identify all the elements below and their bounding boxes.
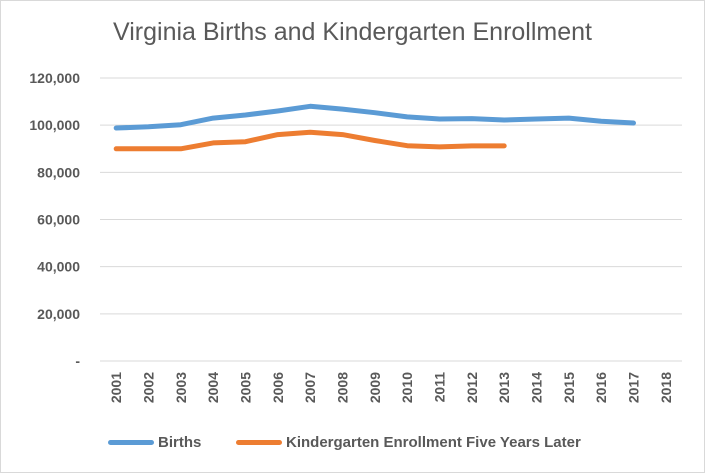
x-axis-ticks: 2001 2002 2003 2004 2005 2006 2007 2008 2009 2010… [108, 372, 674, 403]
x-tick-label: 2015 [561, 372, 577, 403]
legend-item-births: Births [108, 430, 201, 454]
y-tick-label: 80,000 [37, 164, 80, 180]
x-tick-label: 2010 [399, 372, 415, 403]
y-tick-label: 40,000 [37, 259, 80, 275]
x-tick-label: 2002 [141, 372, 157, 403]
x-tick-label: 2018 [658, 372, 674, 403]
x-tick-label: 2009 [367, 372, 383, 403]
legend-label-births: Births [158, 433, 202, 451]
y-axis-ticks: - 20,000 40,000 60,000 80,000 100,000 120,000 [29, 70, 80, 369]
x-tick-label: 2014 [529, 372, 545, 403]
x-tick-label: 2012 [464, 372, 480, 403]
chart-title: Virginia Births and Kindergarten Enrollm… [113, 18, 592, 46]
x-tick-label: 2013 [496, 372, 512, 403]
series-line-kindergarten [113, 129, 507, 152]
x-tick-label: 2011 [432, 372, 448, 403]
x-tick-label: 2007 [302, 372, 318, 403]
x-tick-label: 2017 [626, 372, 642, 403]
x-tick-label: 2005 [238, 372, 254, 403]
x-tick-label: 2003 [173, 372, 189, 403]
x-tick-label: 2004 [205, 372, 221, 403]
y-tick-label: - [75, 353, 80, 369]
series-line-births [113, 103, 636, 131]
legend-item-kindergarten: Kindergarten Enrollment Five Years Later [236, 430, 581, 454]
y-tick-label: 60,000 [37, 212, 80, 228]
y-tick-label: 120,000 [29, 70, 80, 86]
gridlines [100, 77, 682, 362]
x-tick-label: 2008 [335, 372, 351, 403]
x-tick-label: 2001 [108, 372, 124, 403]
y-tick-label: 20,000 [37, 306, 80, 322]
series-lines [113, 103, 636, 152]
legend-swatch-kindergarten [236, 439, 282, 445]
legend-swatch-births [108, 439, 154, 445]
x-tick-label: 2016 [593, 372, 609, 403]
x-tick-label: 2006 [270, 372, 286, 403]
y-tick-label: 100,000 [29, 117, 80, 133]
legend-label-kindergarten: Kindergarten Enrollment Five Years Later [286, 433, 581, 451]
